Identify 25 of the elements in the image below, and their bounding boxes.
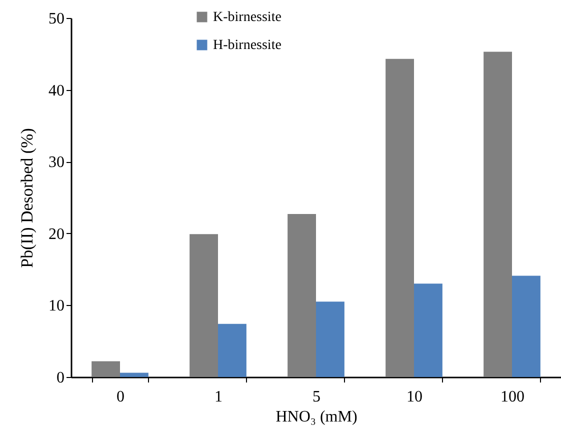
y-axis-title: Pb(II) Desorbed (%) <box>18 128 36 268</box>
y-tick-label: 10 <box>48 298 64 315</box>
legend-label: H-birnessite <box>213 38 282 53</box>
bar <box>316 302 344 377</box>
bar <box>92 361 120 377</box>
bar <box>414 284 442 377</box>
y-tick-label: 50 <box>48 10 64 28</box>
y-tick-label: 20 <box>48 226 64 243</box>
y-tick-label: 0 <box>56 370 64 386</box>
bar <box>190 234 218 377</box>
bar <box>288 214 316 377</box>
bar <box>120 372 148 377</box>
x-tick-label: 10 <box>406 388 422 406</box>
bar <box>218 324 246 377</box>
x-tick-label: 0 <box>116 388 124 406</box>
x-tick-label: 100 <box>500 388 524 406</box>
legend-label: K-birnessite <box>213 10 282 25</box>
bar <box>512 276 540 377</box>
x-tick-label: 1 <box>214 388 222 406</box>
bar <box>484 52 512 377</box>
y-tick-label: 30 <box>48 154 64 172</box>
y-tick-label: 40 <box>48 82 64 100</box>
x-tick-label: 5 <box>312 388 320 406</box>
x-axis-title: HNO₃ (mM) <box>276 408 358 426</box>
bar <box>386 58 414 377</box>
